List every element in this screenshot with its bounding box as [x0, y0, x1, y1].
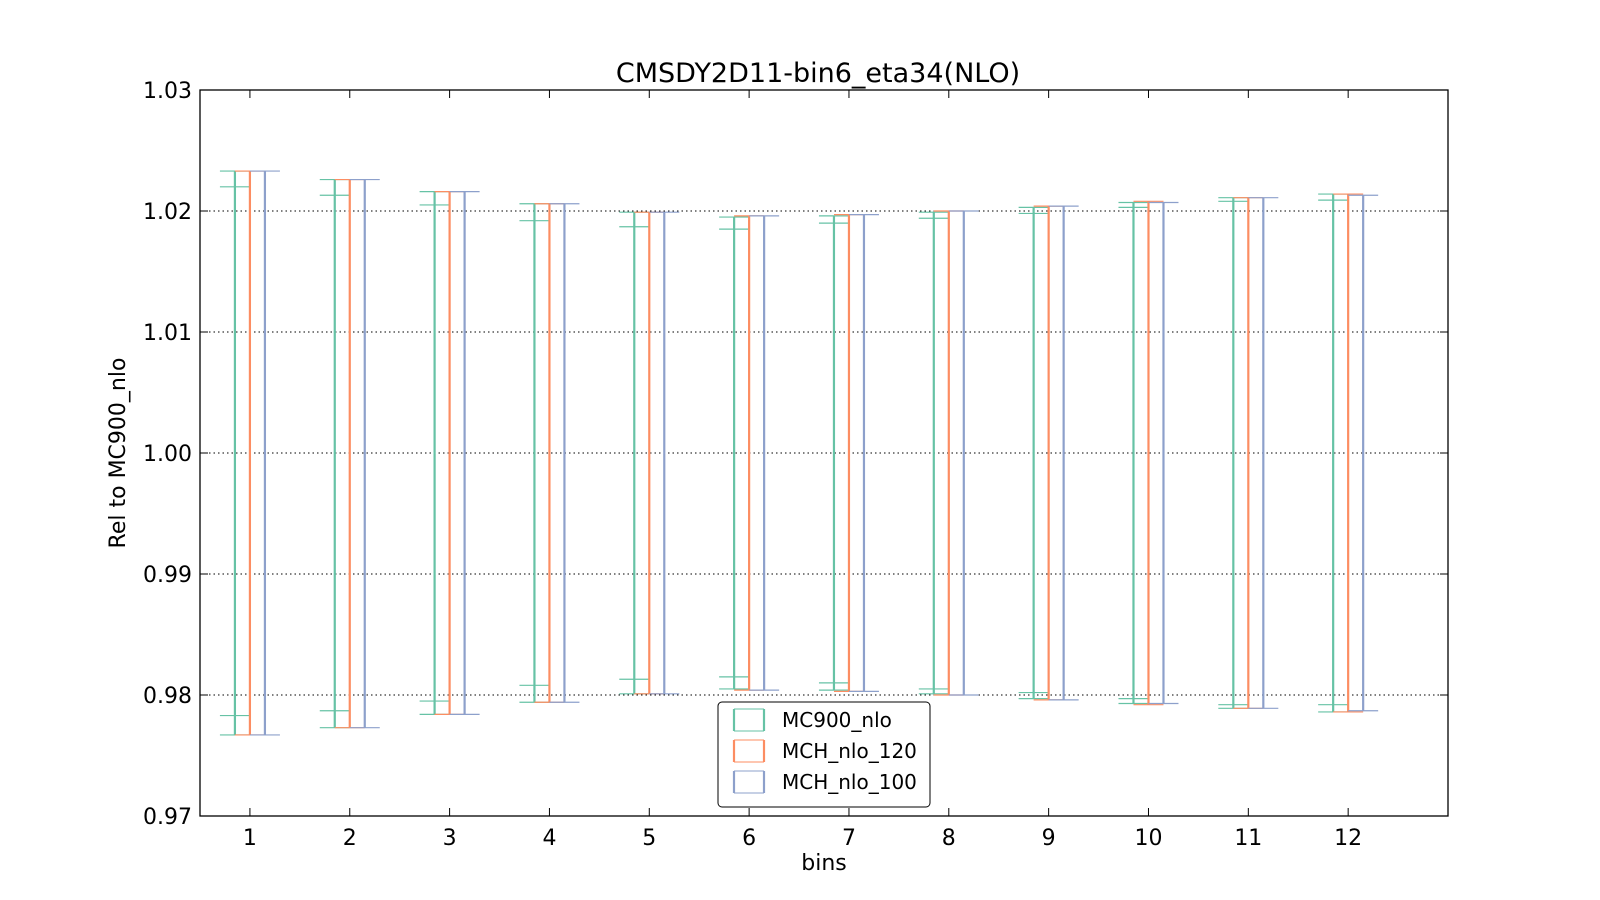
grid-lines — [200, 210, 1448, 696]
x-tick-label: 11 — [1234, 826, 1262, 851]
y-tick-label: 1.03 — [143, 79, 192, 104]
x-tick-label: 5 — [642, 826, 656, 851]
y-axis: 0.97 0.98 0.99 1.00 1.01 1.02 1.03 — [143, 79, 1448, 830]
y-tick-label: 1.00 — [143, 442, 192, 467]
x-tick-label: 6 — [742, 826, 756, 851]
y-tick-label: 1.01 — [143, 321, 192, 346]
x-tick-label: 1 — [243, 826, 257, 851]
y-tick-label: 0.97 — [143, 805, 192, 830]
legend-label-MCH_nlo_100: MCH_nlo_100 — [782, 770, 917, 794]
x-tick-label: 3 — [443, 826, 457, 851]
x-tick-label: 12 — [1334, 826, 1362, 851]
legend-box — [717, 701, 931, 808]
y-tick-label: 1.02 — [143, 200, 192, 225]
x-tick-label: 7 — [842, 826, 856, 851]
x-tick-label: 8 — [942, 826, 956, 851]
x-tick-label: 9 — [1042, 826, 1056, 851]
y-tick-label: 0.98 — [143, 684, 192, 709]
x-axis: 1 2 3 4 5 6 7 8 9 10 11 12 — [243, 90, 1362, 851]
chart-title: CMSDY2D11-bin6_eta34(NLO) — [616, 58, 1020, 89]
legend: MC900_nlo MCH_nlo_120 MCH_nlo_100 — [717, 701, 931, 808]
x-tick-label: 10 — [1134, 826, 1162, 851]
x-tick-label: 2 — [343, 826, 357, 851]
x-axis-label: bins — [801, 851, 846, 876]
y-tick-label: 0.99 — [143, 563, 192, 588]
legend-label-MCH_nlo_120: MCH_nlo_120 — [782, 739, 917, 763]
x-tick-label: 4 — [542, 826, 556, 851]
y-axis-label: Rel to MC900_nlo — [106, 358, 131, 549]
error-bars — [219, 170, 1379, 736]
legend-label-MC900_nlo: MC900_nlo — [782, 708, 892, 732]
